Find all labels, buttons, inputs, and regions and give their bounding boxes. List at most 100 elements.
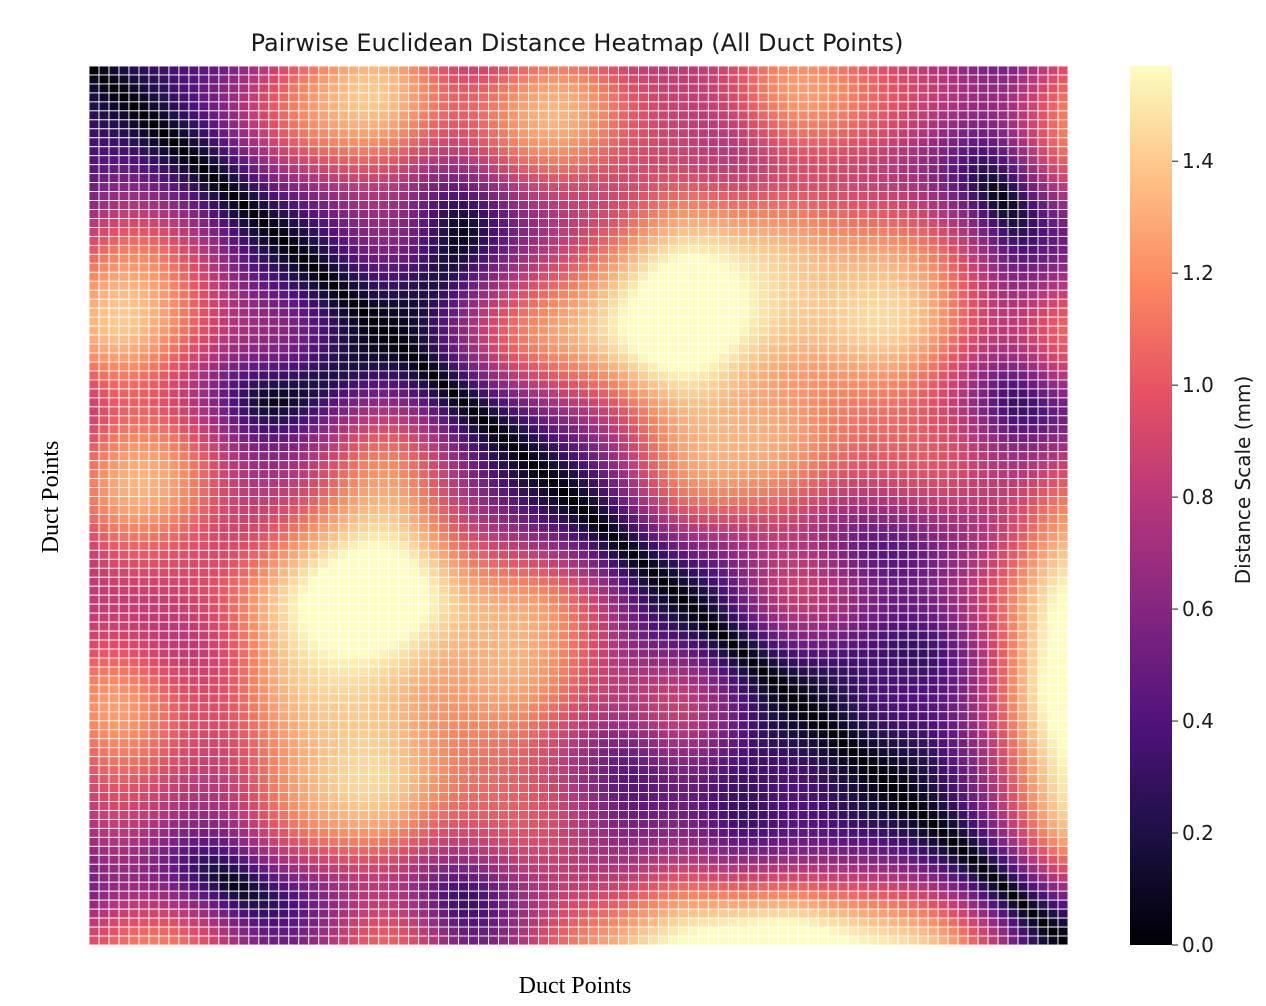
heatmap-cell <box>897 505 909 515</box>
heatmap-cell <box>608 352 619 363</box>
heatmap-cell <box>867 316 879 327</box>
heatmap-cell <box>877 451 889 462</box>
heatmap-cell <box>258 244 270 255</box>
heatmap-cell <box>737 433 749 444</box>
heatmap-cell <box>208 388 220 399</box>
heatmap-cell <box>757 101 769 112</box>
heatmap-cell <box>827 101 839 112</box>
heatmap-cell <box>907 83 919 94</box>
heatmap-cell <box>637 460 649 471</box>
heatmap-cell <box>348 209 360 219</box>
heatmap-cell <box>128 379 140 390</box>
heatmap-cell <box>268 244 280 255</box>
heatmap-cell <box>588 361 599 372</box>
heatmap-cell <box>468 74 480 85</box>
heatmap-cell <box>757 469 769 480</box>
heatmap-cell <box>707 496 719 506</box>
heatmap-cell <box>628 101 639 112</box>
heatmap-cell <box>508 433 520 444</box>
heatmap-cell <box>877 209 889 219</box>
heatmap-cell <box>987 262 999 273</box>
heatmap-cell <box>288 343 300 354</box>
heatmap-cell <box>108 164 120 175</box>
heatmap-cell <box>128 496 140 506</box>
heatmap-cell <box>937 451 949 462</box>
heatmap-cell <box>138 146 150 157</box>
heatmap-cell <box>98 325 110 336</box>
heatmap-cell <box>997 325 1009 336</box>
heatmap-cell <box>108 146 120 157</box>
heatmap-cell <box>647 119 659 130</box>
heatmap-cell <box>308 406 320 417</box>
heatmap-cell <box>947 496 959 506</box>
heatmap-cell <box>368 92 380 103</box>
heatmap-cell <box>887 478 899 489</box>
heatmap-cell <box>967 200 979 210</box>
heatmap-cell <box>797 361 809 372</box>
heatmap-cell <box>588 379 599 390</box>
heatmap-cell <box>408 83 420 94</box>
heatmap-cell <box>887 119 899 130</box>
heatmap-cell <box>448 244 460 255</box>
heatmap-cell <box>258 478 270 489</box>
heatmap-cell <box>398 119 410 130</box>
heatmap-cell <box>248 316 260 327</box>
heatmap-cell <box>807 307 819 318</box>
heatmap-cell <box>268 226 280 237</box>
heatmap-cell <box>598 83 609 94</box>
heatmap-cell <box>657 307 669 318</box>
heatmap-cell <box>238 92 250 103</box>
heatmap-cell <box>538 325 549 336</box>
heatmap-cell <box>568 487 579 497</box>
heatmap-cell <box>608 370 619 381</box>
heatmap-cell <box>628 280 639 291</box>
heatmap-cell <box>138 388 150 399</box>
heatmap-cell <box>707 83 719 94</box>
heatmap-cell <box>148 424 160 435</box>
heatmap-cell <box>977 191 989 201</box>
heatmap-cell <box>558 83 569 94</box>
heatmap-cell <box>767 406 779 417</box>
heatmap-cell <box>1017 388 1029 399</box>
heatmap-cell <box>747 460 759 471</box>
heatmap-cell <box>897 298 909 309</box>
heatmap-cell <box>618 110 629 121</box>
heatmap-cell <box>118 316 130 327</box>
heatmap-cell <box>158 316 170 327</box>
heatmap-cell <box>947 280 959 291</box>
heatmap-cell <box>917 235 929 246</box>
heatmap-cell <box>647 343 659 354</box>
heatmap-cell <box>807 119 819 130</box>
heatmap-cell <box>1057 361 1069 372</box>
heatmap-cell <box>628 316 639 327</box>
heatmap-cell <box>707 262 719 273</box>
heatmap-cell <box>148 316 160 327</box>
heatmap-cell <box>508 469 520 480</box>
heatmap-cell <box>188 514 200 524</box>
heatmap-cell <box>508 101 520 112</box>
heatmap-cell <box>628 200 639 210</box>
heatmap-cell <box>88 200 100 210</box>
heatmap-cell <box>188 209 200 219</box>
heatmap-cell <box>578 253 589 264</box>
heatmap-cell <box>528 451 539 462</box>
heatmap-cell <box>178 487 190 497</box>
heatmap-cell <box>797 307 809 318</box>
heatmap-cell <box>947 92 959 103</box>
heatmap-cell <box>348 442 360 453</box>
heatmap-cell <box>88 146 100 157</box>
heatmap-cell <box>737 370 749 381</box>
heatmap-cell <box>518 262 529 273</box>
heatmap-cell <box>408 307 420 318</box>
heatmap-cell <box>198 415 210 426</box>
heatmap-cell <box>458 173 470 184</box>
heatmap-cell <box>588 496 599 506</box>
heatmap-cell <box>747 244 759 255</box>
heatmap-cell <box>667 155 679 166</box>
heatmap-cell <box>817 433 829 444</box>
heatmap-cell <box>877 262 889 273</box>
heatmap-cell <box>917 191 929 201</box>
heatmap-cell <box>1027 235 1039 246</box>
heatmap-cell <box>178 92 190 103</box>
heatmap-cell <box>228 235 240 246</box>
